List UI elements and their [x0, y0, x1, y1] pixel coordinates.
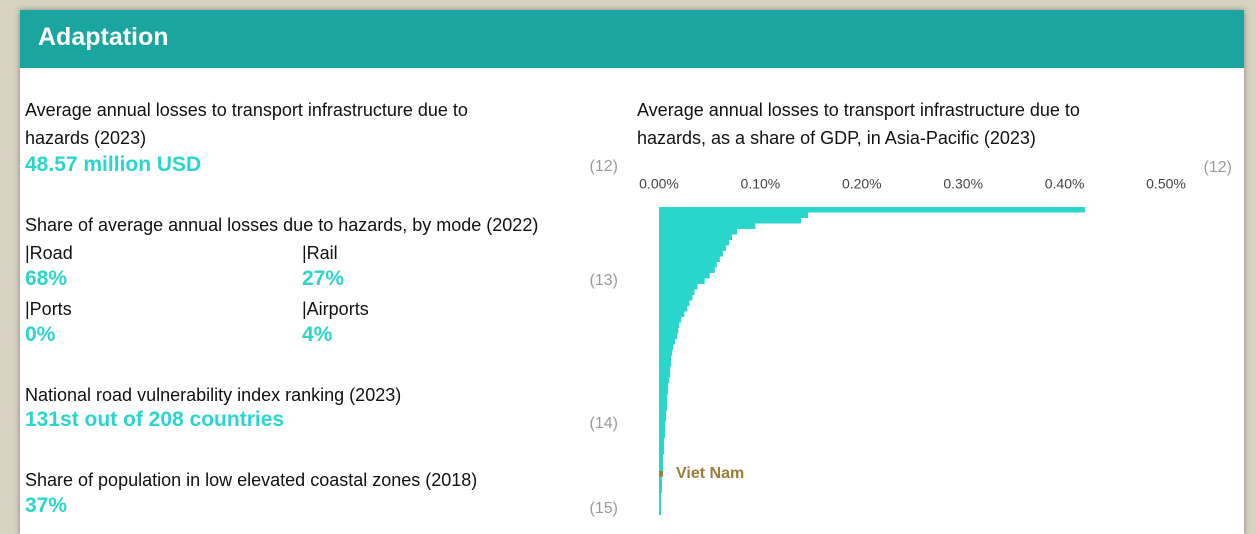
bar — [659, 295, 693, 301]
bar — [659, 465, 664, 471]
bar — [659, 394, 668, 400]
bar — [659, 289, 695, 295]
bar — [659, 377, 670, 383]
bar — [659, 229, 738, 235]
source: (15) — [589, 500, 618, 517]
mode-value: 27% — [302, 267, 345, 290]
bar — [659, 372, 671, 378]
bar — [659, 476, 663, 482]
bar — [659, 427, 666, 433]
bar — [659, 454, 664, 460]
bar — [659, 328, 679, 334]
bar — [659, 504, 662, 510]
bar — [659, 207, 1085, 213]
bar — [659, 245, 726, 251]
bar — [659, 311, 685, 317]
bar — [659, 509, 662, 515]
indicator-label: Share of average annual losses due to ha… — [25, 215, 539, 235]
bar — [659, 256, 720, 262]
bar — [659, 438, 665, 444]
bar — [659, 383, 669, 389]
header-title: Adaptation — [38, 23, 169, 51]
bar — [659, 361, 672, 367]
header: Adaptation — [20, 10, 1244, 68]
bar — [659, 432, 666, 438]
bar — [659, 212, 809, 218]
bar — [659, 262, 717, 268]
chart-title: Average annual losses to transport infra… — [637, 100, 1080, 148]
bar — [659, 493, 662, 499]
source: (14) — [589, 415, 618, 432]
mode-value: 68% — [25, 267, 68, 290]
bar — [659, 443, 665, 449]
bar — [659, 251, 723, 257]
mode-name: |Ports — [25, 299, 72, 319]
bar — [659, 410, 667, 416]
bar — [659, 399, 668, 405]
mode-value: 4% — [302, 323, 333, 346]
mode-name: |Airports — [302, 299, 369, 319]
x-tick-label: 0.10% — [741, 176, 781, 192]
bar — [659, 333, 678, 339]
bar — [659, 240, 729, 246]
x-tick-label: 0.30% — [943, 176, 983, 192]
bar — [659, 449, 665, 455]
indicator-label: National road vulnerability index rankin… — [25, 385, 402, 405]
bar — [659, 460, 664, 466]
bar — [659, 223, 756, 229]
indicator-value: 131st out of 208 countries — [25, 408, 285, 431]
bar-label: Viet Nam — [676, 465, 744, 482]
bar — [659, 278, 705, 284]
source: (13) — [589, 272, 618, 289]
indicator-label: Share of population in low elevated coas… — [25, 470, 478, 490]
bar — [659, 405, 668, 411]
bar — [659, 471, 664, 477]
x-tick-label: 0.20% — [842, 176, 882, 192]
bar — [659, 306, 688, 312]
bar — [659, 482, 663, 488]
bar — [659, 344, 674, 350]
bar — [659, 487, 663, 493]
bar — [659, 322, 680, 328]
bar — [659, 421, 666, 427]
mode-name: |Road — [25, 243, 73, 263]
bar — [659, 273, 710, 279]
mode-name: |Rail — [302, 243, 338, 263]
bar — [659, 355, 672, 361]
indicator-value: 37% — [25, 494, 68, 517]
indicator-label: Average annual losses to transport infra… — [25, 100, 468, 148]
bar — [659, 350, 673, 356]
bar — [659, 300, 690, 306]
mode-value: 0% — [25, 323, 56, 346]
source: (12) — [1203, 159, 1232, 176]
panel: Adaptation Average annual losses to tran… — [20, 10, 1244, 534]
bar — [659, 498, 662, 504]
bar — [659, 218, 801, 224]
x-tick-label: 0.50% — [1146, 176, 1186, 192]
bar — [659, 267, 715, 273]
source: (12) — [589, 158, 618, 175]
bar — [659, 339, 676, 345]
bar — [659, 284, 698, 290]
x-tick-label: 0.00% — [639, 176, 679, 192]
bar — [659, 234, 733, 240]
bar — [659, 317, 682, 323]
bar — [659, 388, 669, 394]
bar — [659, 366, 671, 372]
bar — [659, 416, 667, 422]
x-tick-label: 0.40% — [1045, 176, 1085, 192]
indicator-value: 48.57 million USD — [25, 153, 202, 176]
